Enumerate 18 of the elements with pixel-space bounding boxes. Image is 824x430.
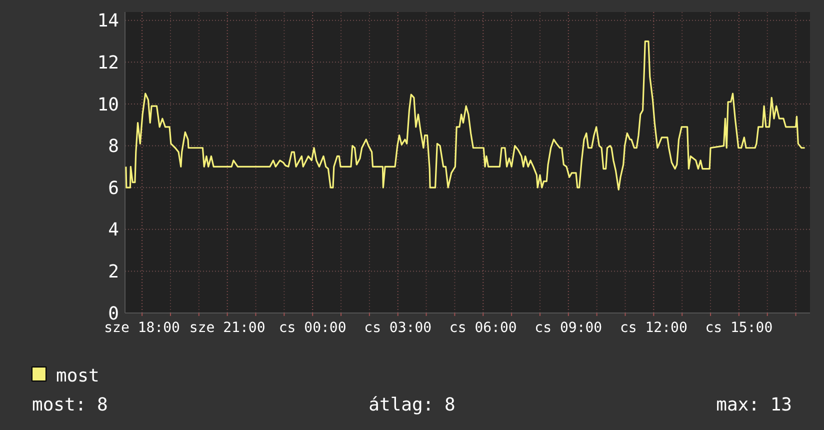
y-tick-label: 6 (108, 178, 119, 199)
legend-label: most (56, 365, 100, 386)
text: átlag: 8 (368, 394, 456, 416)
x-tick-label: cs 15:00 (705, 320, 773, 336)
y-tick-label: 4 (108, 220, 119, 241)
x-tick-label: cs 00:00 (278, 320, 346, 336)
y-tick-label: 2 (108, 261, 119, 282)
x-tick-label: cs 09:00 (534, 320, 602, 336)
y-tick-label: 12 (97, 52, 119, 74)
text: max: 13 (716, 394, 792, 416)
x-tick-label: cs 06:00 (449, 320, 517, 336)
y-tick-label: 8 (108, 136, 119, 158)
x-tick-label: cs 12:00 (620, 320, 688, 336)
y-tick-label: 14 (97, 10, 119, 32)
y-tick-label: 10 (97, 94, 119, 116)
x-tick-label: cs 03:00 (364, 320, 432, 336)
x-tick-label: sze 21:00 (189, 320, 266, 336)
text: most: 8 (32, 394, 108, 416)
